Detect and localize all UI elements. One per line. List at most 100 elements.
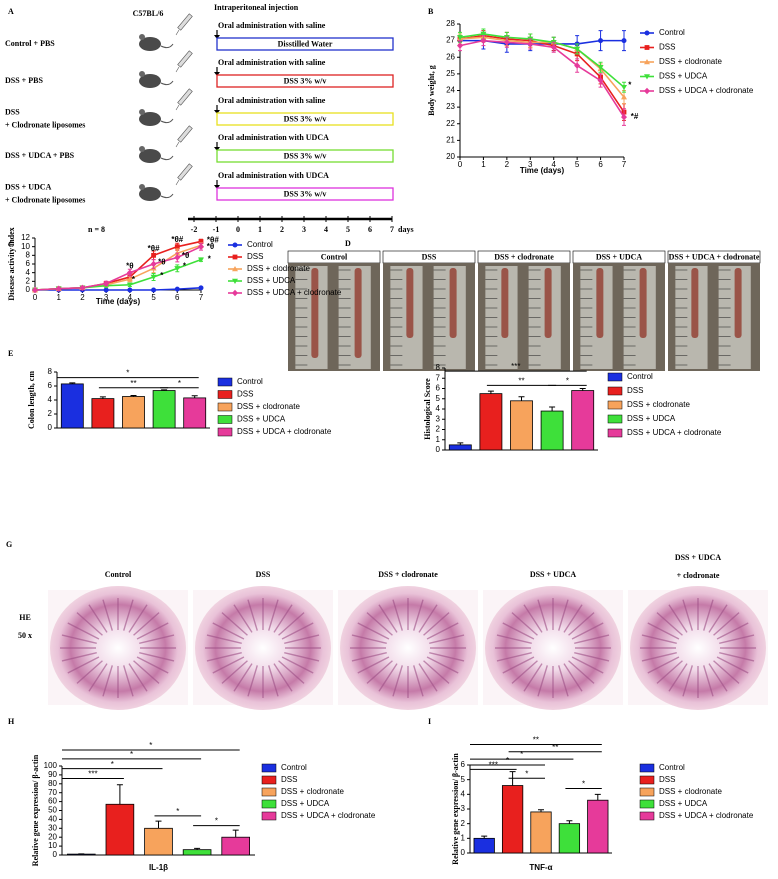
panel-letter: D xyxy=(345,239,351,248)
panel-letter: E xyxy=(8,349,13,358)
y-tick-label: 10 xyxy=(21,242,30,251)
crypt xyxy=(136,656,169,674)
crypt xyxy=(716,656,749,674)
point xyxy=(457,42,463,49)
error-bar xyxy=(99,396,106,399)
legend-swatch xyxy=(607,428,623,438)
crypt xyxy=(682,599,693,631)
treatment-box-text: DSS 3% w/v xyxy=(284,189,327,198)
histology-label: DSS + UDCA xyxy=(675,553,722,562)
crypt xyxy=(221,660,248,684)
magnification-label: 50 x xyxy=(18,631,32,640)
y-tick-label: 0 xyxy=(26,285,31,294)
y-tick-label: 2 xyxy=(436,425,441,434)
point xyxy=(151,287,157,293)
significance-label: * xyxy=(582,780,585,789)
timeline-tick-label: 5 xyxy=(346,225,350,234)
mouse-icon xyxy=(139,37,161,51)
legend-label: DSS + clodronate xyxy=(281,787,344,796)
mouse-icon xyxy=(139,187,161,201)
x-tick-label: 7 xyxy=(622,160,627,169)
legend-label: DSS xyxy=(659,775,675,784)
needle xyxy=(175,104,180,111)
crypt xyxy=(392,665,403,697)
histology-label: + clodronate xyxy=(677,571,720,580)
crypt xyxy=(703,665,714,697)
crypt xyxy=(139,651,175,662)
syringe xyxy=(177,125,193,143)
series-line xyxy=(34,258,202,291)
timeline-tick-label: 0 xyxy=(236,225,240,234)
legend-swatch xyxy=(607,414,623,424)
crypt xyxy=(351,634,387,645)
crypt xyxy=(656,660,683,684)
x-tick-label: 1 xyxy=(56,293,61,302)
legend-swatch xyxy=(261,787,277,797)
point xyxy=(79,284,86,292)
legend-label: DSS + UDCA xyxy=(247,276,296,285)
y-tick-label: 10 xyxy=(48,841,57,850)
crypt xyxy=(76,660,103,684)
y-tick-label: 6 xyxy=(461,760,466,769)
error-bar xyxy=(518,396,525,401)
crypt xyxy=(719,651,755,662)
group-label: DSS xyxy=(5,107,20,116)
crypt xyxy=(668,663,688,692)
error-bar xyxy=(69,382,76,384)
syringe xyxy=(177,163,193,181)
mouse-tail xyxy=(160,193,174,199)
crypt xyxy=(568,660,595,684)
crypt xyxy=(418,663,438,692)
y-tick-label: 2 xyxy=(461,819,466,828)
legend-swatch xyxy=(639,763,655,773)
point xyxy=(527,40,534,48)
legend-swatch xyxy=(261,763,277,773)
crypt xyxy=(426,656,459,674)
legend-label: DSS + UDCA xyxy=(627,414,676,423)
crypt xyxy=(273,663,293,692)
error-bar xyxy=(130,394,137,397)
legend-swatch xyxy=(261,811,277,821)
crypt xyxy=(713,660,740,684)
arrow-head xyxy=(214,72,220,76)
mouse-ear xyxy=(139,71,145,77)
x-tick-label: 3 xyxy=(528,160,533,169)
tissue xyxy=(50,586,186,710)
bar xyxy=(105,803,135,856)
crypt xyxy=(136,622,169,640)
crypt xyxy=(206,651,242,662)
y-tick-label: 60 xyxy=(48,797,57,806)
legend-label: DSS + UDCA xyxy=(281,799,330,808)
legend-label: DSS + UDCA + clodronate xyxy=(247,288,342,297)
point xyxy=(550,44,557,51)
annotation: *θ xyxy=(207,242,214,251)
crypt xyxy=(563,604,583,633)
bar xyxy=(91,398,115,429)
bar xyxy=(60,383,84,429)
timeline-tick-label: 7 xyxy=(390,225,394,234)
point xyxy=(151,252,156,258)
treatment-label: Oral administration with saline xyxy=(218,21,326,30)
series-line xyxy=(34,245,202,291)
crypt xyxy=(558,665,569,697)
crypt xyxy=(233,604,253,633)
crypt xyxy=(647,656,680,674)
timeline-tick-label: 3 xyxy=(302,225,306,234)
crypt xyxy=(641,651,677,662)
y-tick-label: 4 xyxy=(461,789,466,798)
crypt xyxy=(102,599,113,631)
legend-swatch xyxy=(607,386,623,396)
colon xyxy=(354,268,362,358)
significance-label: * xyxy=(566,377,569,386)
treatment-box xyxy=(216,187,394,201)
needle xyxy=(175,66,180,73)
x-tick-label: 6 xyxy=(598,160,603,169)
crypt xyxy=(568,612,595,636)
y-axis-label: Histological Score xyxy=(423,378,432,440)
bar xyxy=(221,836,250,856)
y-tick-label: 4 xyxy=(26,268,31,277)
crypt xyxy=(511,660,538,684)
legend-swatch xyxy=(639,787,655,797)
photo-label: DSS + UDCA + clodronate xyxy=(669,252,760,261)
crypt xyxy=(61,634,97,645)
